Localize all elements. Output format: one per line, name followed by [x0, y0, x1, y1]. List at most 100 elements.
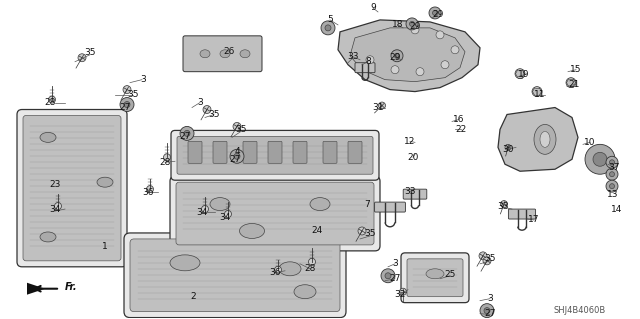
- FancyBboxPatch shape: [23, 115, 121, 261]
- FancyBboxPatch shape: [213, 141, 227, 163]
- FancyBboxPatch shape: [130, 239, 340, 312]
- Text: 3: 3: [197, 98, 203, 107]
- Text: 27: 27: [119, 103, 131, 112]
- Circle shape: [391, 66, 399, 74]
- Text: Fr.: Fr.: [65, 282, 77, 292]
- Ellipse shape: [294, 285, 316, 299]
- Ellipse shape: [220, 50, 230, 58]
- Polygon shape: [498, 108, 578, 171]
- Text: 3: 3: [392, 259, 398, 268]
- Ellipse shape: [210, 197, 230, 211]
- Circle shape: [399, 288, 406, 295]
- Text: 3: 3: [487, 294, 493, 303]
- Circle shape: [609, 160, 614, 165]
- Text: 10: 10: [584, 138, 596, 147]
- Circle shape: [606, 168, 618, 180]
- Circle shape: [484, 308, 490, 314]
- Circle shape: [49, 96, 56, 103]
- Circle shape: [436, 31, 444, 39]
- Text: 35: 35: [236, 125, 247, 134]
- FancyBboxPatch shape: [348, 141, 362, 163]
- Text: 15: 15: [570, 65, 582, 74]
- Text: 26: 26: [223, 47, 235, 56]
- FancyBboxPatch shape: [183, 36, 262, 72]
- Circle shape: [593, 152, 607, 166]
- FancyBboxPatch shape: [188, 141, 202, 163]
- Text: 8: 8: [365, 57, 371, 66]
- FancyBboxPatch shape: [17, 109, 127, 267]
- FancyBboxPatch shape: [268, 141, 282, 163]
- Circle shape: [515, 69, 525, 79]
- Text: 34: 34: [49, 204, 61, 213]
- Circle shape: [391, 50, 403, 62]
- Text: 7: 7: [364, 200, 370, 209]
- Text: 24: 24: [312, 226, 323, 235]
- Text: 30: 30: [502, 145, 514, 154]
- Text: 34: 34: [220, 212, 230, 221]
- Circle shape: [505, 145, 511, 150]
- Text: 33: 33: [348, 52, 359, 61]
- Text: 31: 31: [372, 103, 384, 112]
- FancyBboxPatch shape: [407, 259, 463, 297]
- Text: 25: 25: [444, 270, 456, 279]
- Circle shape: [411, 26, 419, 34]
- FancyBboxPatch shape: [293, 141, 307, 163]
- Text: 34: 34: [196, 208, 208, 217]
- Text: 29: 29: [410, 22, 420, 31]
- Polygon shape: [338, 20, 480, 92]
- Circle shape: [147, 186, 154, 193]
- FancyBboxPatch shape: [124, 233, 346, 318]
- Text: 11: 11: [534, 90, 546, 99]
- Text: 21: 21: [568, 80, 580, 89]
- Circle shape: [585, 145, 615, 174]
- Text: 19: 19: [518, 70, 530, 79]
- Text: 35: 35: [484, 254, 496, 263]
- Circle shape: [366, 56, 374, 64]
- FancyBboxPatch shape: [355, 63, 375, 73]
- Circle shape: [451, 46, 459, 54]
- Text: 36: 36: [142, 188, 154, 197]
- Text: 35: 35: [208, 110, 220, 119]
- Ellipse shape: [97, 177, 113, 187]
- Ellipse shape: [40, 232, 56, 242]
- Text: 35: 35: [364, 229, 376, 239]
- Text: 28: 28: [159, 158, 171, 167]
- Circle shape: [180, 126, 194, 140]
- Text: 4: 4: [234, 147, 240, 156]
- Circle shape: [606, 156, 618, 168]
- Text: 36: 36: [269, 268, 281, 277]
- Text: 1: 1: [102, 242, 108, 251]
- Circle shape: [184, 130, 190, 137]
- Circle shape: [566, 78, 576, 88]
- Ellipse shape: [170, 255, 200, 271]
- Circle shape: [433, 11, 438, 15]
- Text: 37: 37: [608, 163, 620, 172]
- Circle shape: [203, 106, 211, 114]
- Circle shape: [275, 266, 282, 273]
- Text: 27: 27: [484, 309, 496, 318]
- Polygon shape: [350, 28, 465, 82]
- FancyBboxPatch shape: [176, 182, 374, 245]
- Circle shape: [385, 273, 391, 279]
- Circle shape: [123, 85, 131, 93]
- Text: 35: 35: [84, 48, 96, 57]
- Text: 2: 2: [190, 292, 196, 301]
- Text: 32: 32: [394, 290, 406, 299]
- Text: 9: 9: [370, 4, 376, 12]
- Ellipse shape: [200, 50, 210, 58]
- FancyBboxPatch shape: [170, 176, 380, 251]
- Circle shape: [429, 7, 441, 19]
- Circle shape: [394, 53, 399, 58]
- Text: 33: 33: [497, 202, 509, 211]
- Text: 27: 27: [229, 155, 241, 164]
- Text: 17: 17: [528, 214, 540, 224]
- Circle shape: [500, 201, 508, 208]
- FancyBboxPatch shape: [374, 202, 405, 212]
- Circle shape: [120, 98, 134, 112]
- Text: 23: 23: [49, 180, 61, 189]
- Circle shape: [483, 257, 491, 265]
- Circle shape: [441, 61, 449, 69]
- Text: SHJ4B4060B: SHJ4B4060B: [554, 306, 606, 315]
- Circle shape: [609, 184, 614, 189]
- Ellipse shape: [426, 269, 444, 279]
